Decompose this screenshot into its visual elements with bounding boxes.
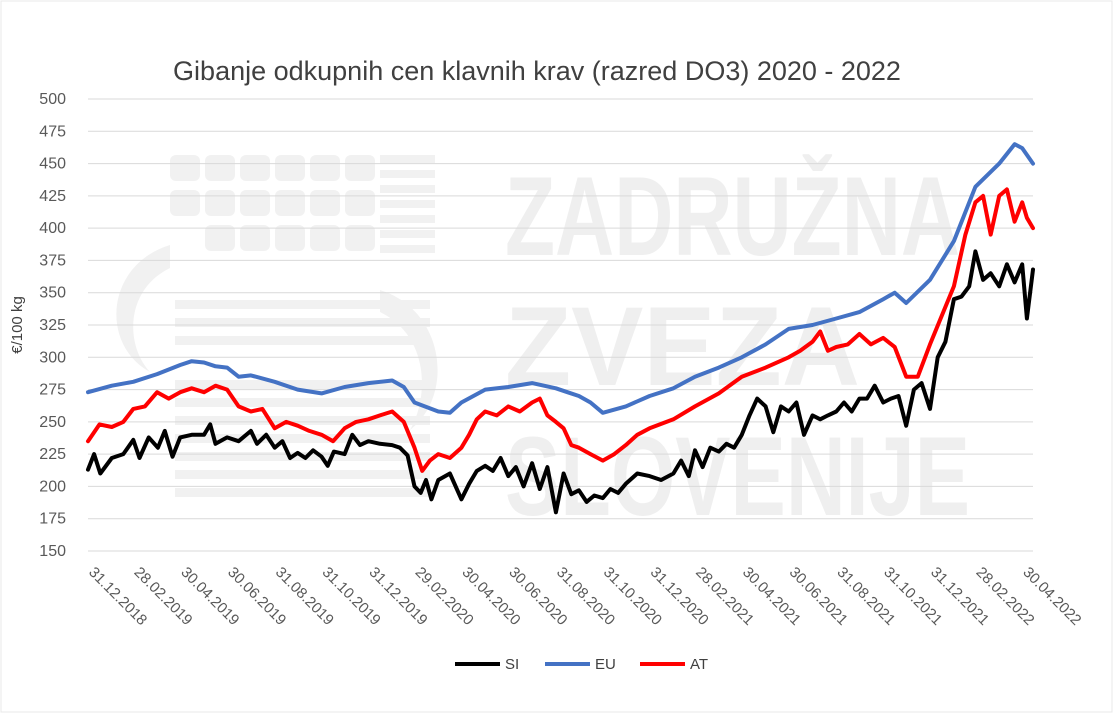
y-tick-label: 250 xyxy=(39,414,66,431)
y-tick-label: 500 xyxy=(39,91,66,108)
legend-label-si: SI xyxy=(505,656,519,673)
legend-label-at: AT xyxy=(690,656,708,673)
series-layer xyxy=(86,142,1035,515)
y-tick-label: 175 xyxy=(39,511,66,528)
y-tick-label: 325 xyxy=(39,317,66,334)
y-tick-label: 450 xyxy=(39,156,66,173)
svg-text:ZADRUŽNA: ZADRUŽNA xyxy=(505,154,960,279)
legend: SI EU AT xyxy=(455,656,708,673)
chart-title: Gibanje odkupnih cen klavnih krav (razre… xyxy=(173,56,901,86)
series-line-at xyxy=(86,187,1035,473)
svg-text:ZVEZA: ZVEZA xyxy=(505,284,860,409)
y-tick-label: 225 xyxy=(39,446,66,463)
series-line-eu xyxy=(86,142,1035,415)
y-tick-label: 150 xyxy=(39,543,66,560)
gridlines xyxy=(88,98,1033,552)
watermark-text: ZADRUŽNA ZVEZA SLOVENIJE xyxy=(505,154,970,539)
y-tick-label: 200 xyxy=(39,478,66,495)
y-tick-label: 475 xyxy=(39,123,66,140)
y-axis-ticks: 150 175 200 225 250 275 300 325 350 375 400 425 450 4… xyxy=(39,91,66,560)
series-line-si xyxy=(86,249,1035,515)
y-tick-label: 275 xyxy=(39,382,66,399)
svg-text:SLOVENIJE: SLOVENIJE xyxy=(505,414,970,539)
y-tick-label: 350 xyxy=(39,285,66,302)
y-tick-label: 400 xyxy=(39,220,66,237)
y-tick-label: 375 xyxy=(39,252,66,269)
y-axis-label: €/100 kg xyxy=(9,296,26,354)
legend-label-eu: EU xyxy=(595,656,616,673)
y-tick-label: 300 xyxy=(39,349,66,366)
y-tick-label: 425 xyxy=(39,188,66,205)
